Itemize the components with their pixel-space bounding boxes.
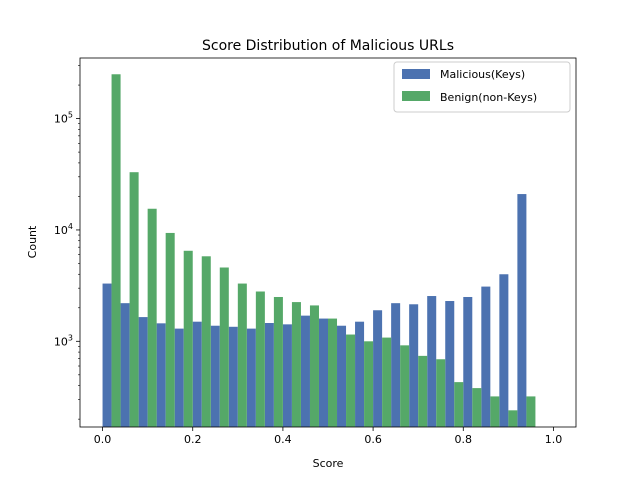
- bar-benign-9: [273, 296, 283, 427]
- x-tick-label: 0.0: [94, 433, 112, 446]
- bar-benign-21: [490, 396, 500, 427]
- y-axis-label: Count: [26, 225, 39, 258]
- bar-malicious-2: [138, 317, 148, 427]
- bar-malicious-12: [318, 318, 328, 427]
- bar-malicious-15: [373, 310, 383, 427]
- bar-benign-5: [201, 256, 211, 427]
- bar-malicious-19: [445, 301, 455, 427]
- bar-benign-18: [436, 359, 446, 427]
- bar-benign-11: [309, 305, 319, 427]
- x-tick-label: 0.4: [274, 433, 292, 446]
- x-tick-label: 1.0: [545, 433, 563, 446]
- bar-benign-8: [255, 291, 265, 427]
- bar-malicious-20: [463, 296, 473, 427]
- bar-benign-15: [382, 337, 392, 427]
- bar-benign-7: [237, 283, 247, 427]
- bar-malicious-1: [120, 303, 130, 427]
- bar-benign-4: [183, 250, 193, 427]
- bar-benign-13: [346, 334, 356, 427]
- bar-benign-12: [328, 318, 338, 427]
- bar-malicious-4: [174, 328, 184, 427]
- bar-malicious-13: [337, 325, 347, 427]
- bar-benign-6: [219, 267, 229, 427]
- bar-malicious-17: [409, 304, 419, 427]
- bars-group: [102, 74, 536, 428]
- y-tick-label: 104: [54, 222, 73, 237]
- bar-benign-19: [454, 382, 464, 427]
- legend-box: [393, 61, 571, 113]
- bar-benign-10: [291, 302, 301, 427]
- x-axis-ticks: 0.0 0.2 0.4 0.6 0.8 1.0: [94, 427, 562, 446]
- bar-malicious-11: [300, 315, 310, 427]
- bar-benign-17: [418, 355, 428, 427]
- bar-malicious-3: [156, 323, 166, 427]
- bar-malicious-0: [102, 283, 112, 427]
- bar-benign-23: [526, 396, 536, 427]
- bar-malicious-14: [355, 321, 365, 427]
- plot-frame: [79, 57, 577, 428]
- bar-malicious-21: [481, 286, 491, 427]
- y-axis-ticks: 103 104 105: [54, 65, 80, 420]
- y-tick-label: 105: [54, 111, 73, 126]
- bar-benign-0: [111, 74, 121, 428]
- x-tick-label: 0.6: [364, 433, 382, 446]
- bar-benign-16: [400, 345, 410, 427]
- legend-label-malicious: Malicious(Keys): [440, 68, 525, 81]
- bar-benign-1: [129, 172, 139, 427]
- legend-label-benign: Benign(non-Keys): [440, 91, 537, 104]
- x-tick-label: 0.8: [455, 433, 473, 446]
- bar-malicious-6: [210, 325, 220, 427]
- legend-swatch-benign: [402, 91, 430, 101]
- bar-benign-22: [508, 410, 518, 427]
- bar-malicious-8: [246, 328, 256, 427]
- bar-malicious-10: [282, 324, 292, 427]
- bar-malicious-7: [228, 326, 238, 427]
- x-tick-label: 0.2: [184, 433, 202, 446]
- bar-malicious-9: [264, 323, 274, 427]
- y-tick-label: 103: [54, 333, 73, 348]
- bar-benign-20: [472, 388, 482, 427]
- bar-benign-2: [147, 208, 157, 427]
- bar-malicious-18: [427, 296, 437, 427]
- bar-malicious-5: [192, 321, 202, 427]
- bar-malicious-16: [391, 303, 401, 427]
- bar-benign-14: [364, 341, 374, 427]
- bar-malicious-22: [499, 274, 509, 427]
- bar-malicious-23: [517, 194, 527, 427]
- bar-benign-3: [165, 232, 175, 427]
- x-axis-label: Score: [313, 457, 344, 470]
- legend: Malicious(Keys) Benign(non-Keys): [393, 61, 571, 113]
- chart-title: Score Distribution of Malicious URLs: [202, 38, 454, 54]
- legend-swatch-malicious: [402, 69, 430, 79]
